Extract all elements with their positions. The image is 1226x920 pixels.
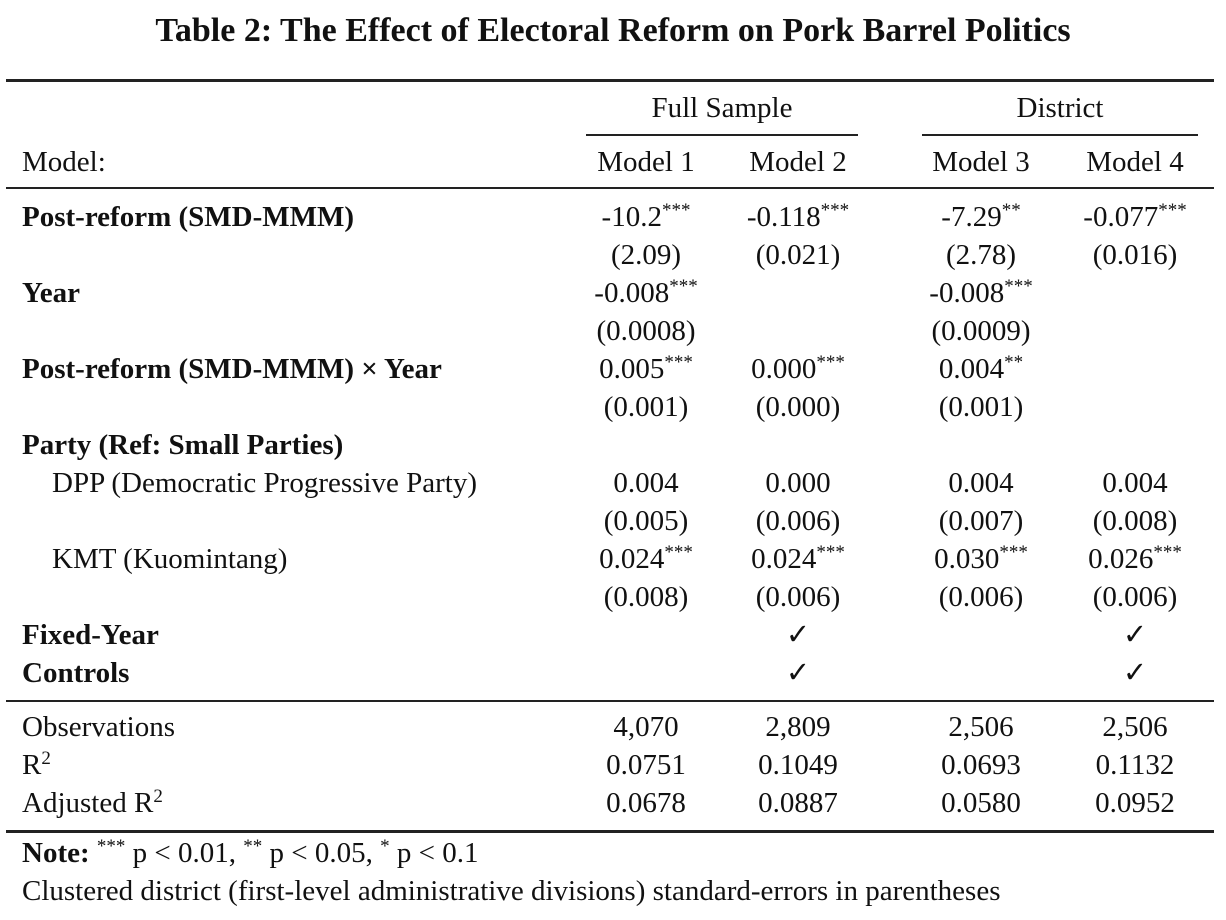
controls-check-2: ✓: [785, 657, 811, 689]
dpp-coef-2: 0.000: [765, 467, 831, 499]
year-coef-3: -0.008***: [929, 276, 1033, 309]
post-reform-coef-4: -0.077***: [1083, 200, 1187, 233]
model-3-header: Model 3: [932, 146, 1030, 178]
kmt-se-4: (0.006): [1092, 581, 1178, 613]
model-2-header: Model 2: [749, 146, 847, 178]
controls-label: Controls: [22, 657, 130, 689]
year-coef-1: -0.008***: [594, 276, 698, 309]
year-coef-row: Year -0.008*** -0.008***: [0, 274, 1226, 312]
model-4-header: Model 4: [1086, 146, 1184, 178]
interaction-coef-2: 0.000***: [751, 352, 845, 385]
observations-1: 4,070: [613, 711, 679, 743]
party-header-label: Party (Ref: Small Parties): [22, 429, 344, 461]
group-rule-full-sample: [586, 134, 858, 136]
fixed-year-row: Fixed-Year ✓ ✓: [0, 616, 1226, 654]
fixed-year-label: Fixed-Year: [22, 619, 159, 651]
post-reform-se-1: (2.09): [610, 239, 682, 271]
bottom-rule: [6, 830, 1214, 833]
fixed-year-check-4: ✓: [1122, 619, 1148, 651]
interaction-se-1: (0.001): [603, 391, 689, 423]
post-reform-se-3: (2.78): [945, 239, 1017, 271]
dpp-label: DPP (Democratic Progressive Party): [52, 467, 477, 499]
interaction-se-3: (0.001): [938, 391, 1024, 423]
observations-4: 2,506: [1102, 711, 1168, 743]
controls-check-4: ✓: [1122, 657, 1148, 689]
observations-row: Observations 4,070 2,809 2,506 2,506: [0, 708, 1226, 746]
fixed-year-check-2: ✓: [785, 619, 811, 651]
adj-r2-3: 0.0580: [941, 787, 1021, 819]
kmt-coef-2: 0.024***: [751, 542, 845, 575]
year-se-1: (0.0008): [596, 315, 696, 347]
kmt-se-row: (0.008) (0.006) (0.006) (0.006): [0, 578, 1226, 616]
dpp-se-2: (0.006): [755, 505, 841, 537]
dpp-se-row: (0.005) (0.006) (0.007) (0.008): [0, 502, 1226, 540]
group-full-sample: Full Sample: [651, 92, 793, 124]
model-1-header: Model 1: [597, 146, 695, 178]
kmt-se-3: (0.006): [938, 581, 1024, 613]
observations-label: Observations: [22, 711, 176, 743]
dpp-coef-1: 0.004: [613, 467, 679, 499]
stats-rule: [6, 700, 1214, 702]
controls-row: Controls ✓ ✓: [0, 654, 1226, 692]
dpp-se-3: (0.007): [938, 505, 1024, 537]
dpp-se-1: (0.005): [603, 505, 689, 537]
model-header-row: Model: Model 1 Model 2 Model 3 Model 4: [0, 143, 1226, 181]
post-reform-coef-2: -0.118***: [746, 200, 850, 233]
kmt-coef-4: 0.026***: [1088, 542, 1182, 575]
kmt-coef-3: 0.030***: [934, 542, 1028, 575]
model-label: Model:: [22, 146, 106, 178]
interaction-se-2: (0.000): [755, 391, 841, 423]
post-reform-coef-3: -7.29**: [941, 200, 1021, 233]
group-district: District: [1016, 92, 1104, 124]
interaction-se-row: (0.001) (0.000) (0.001): [0, 388, 1226, 426]
post-reform-label: Post-reform (SMD-MMM): [22, 201, 354, 233]
interaction-label: Post-reform (SMD-MMM) × Year: [22, 353, 442, 385]
kmt-label: KMT (Kuomintang): [52, 543, 288, 575]
kmt-coef-row: KMT (Kuomintang) 0.024*** 0.024*** 0.030…: [0, 540, 1226, 578]
post-reform-coef-1: -10.2***: [601, 200, 691, 233]
party-header-row: Party (Ref: Small Parties): [0, 426, 1226, 464]
group-rule-district: [922, 134, 1198, 136]
year-se-row: (0.0008) (0.0009): [0, 312, 1226, 350]
dpp-coef-3: 0.004: [948, 467, 1014, 499]
r2-3: 0.0693: [941, 749, 1021, 781]
kmt-coef-1: 0.024***: [599, 542, 693, 575]
r2-2: 0.1049: [758, 749, 838, 781]
adj-r2-label: Adjusted R2: [22, 786, 163, 819]
significance-note: Note: *** p < 0.01, ** p < 0.05, * p < 0…: [22, 836, 479, 869]
dpp-coef-row: DPP (Democratic Progressive Party) 0.004…: [0, 464, 1226, 502]
observations-2: 2,809: [765, 711, 831, 743]
interaction-coef-1: 0.005***: [599, 352, 693, 385]
table-title: Table 2: The Effect of Electoral Reform …: [155, 12, 1071, 49]
adj-r2-2: 0.0887: [758, 787, 838, 819]
post-reform-coef-row: Post-reform (SMD-MMM) -10.2*** -0.118***…: [0, 198, 1226, 236]
r2-1: 0.0751: [606, 749, 686, 781]
top-rule: [6, 79, 1214, 82]
header-rule: [6, 187, 1214, 189]
kmt-se-2: (0.006): [755, 581, 841, 613]
year-se-3: (0.0009): [931, 315, 1031, 347]
r2-label: R2: [22, 748, 51, 781]
adj-r2-4: 0.0952: [1095, 787, 1175, 819]
kmt-se-1: (0.008): [603, 581, 689, 613]
post-reform-se-4: (0.016): [1092, 239, 1178, 271]
year-label: Year: [22, 277, 80, 309]
standard-error-note: Clustered district (first-level administ…: [22, 875, 1001, 907]
group-header-row: Full Sample District: [0, 89, 1226, 127]
dpp-coef-4: 0.004: [1102, 467, 1168, 499]
post-reform-se-row: (2.09) (0.021) (2.78) (0.016): [0, 236, 1226, 274]
interaction-coef-row: Post-reform (SMD-MMM) × Year 0.005*** 0.…: [0, 350, 1226, 388]
r2-4: 0.1132: [1095, 749, 1175, 781]
r2-row: R2 0.0751 0.1049 0.0693 0.1132: [0, 746, 1226, 784]
post-reform-se-2: (0.021): [755, 239, 841, 271]
adj-r2-row: Adjusted R2 0.0678 0.0887 0.0580 0.0952: [0, 784, 1226, 822]
dpp-se-4: (0.008): [1092, 505, 1178, 537]
adj-r2-1: 0.0678: [606, 787, 686, 819]
observations-3: 2,506: [948, 711, 1014, 743]
note-label: Note:: [22, 837, 90, 869]
interaction-coef-3: 0.004**: [938, 352, 1024, 385]
